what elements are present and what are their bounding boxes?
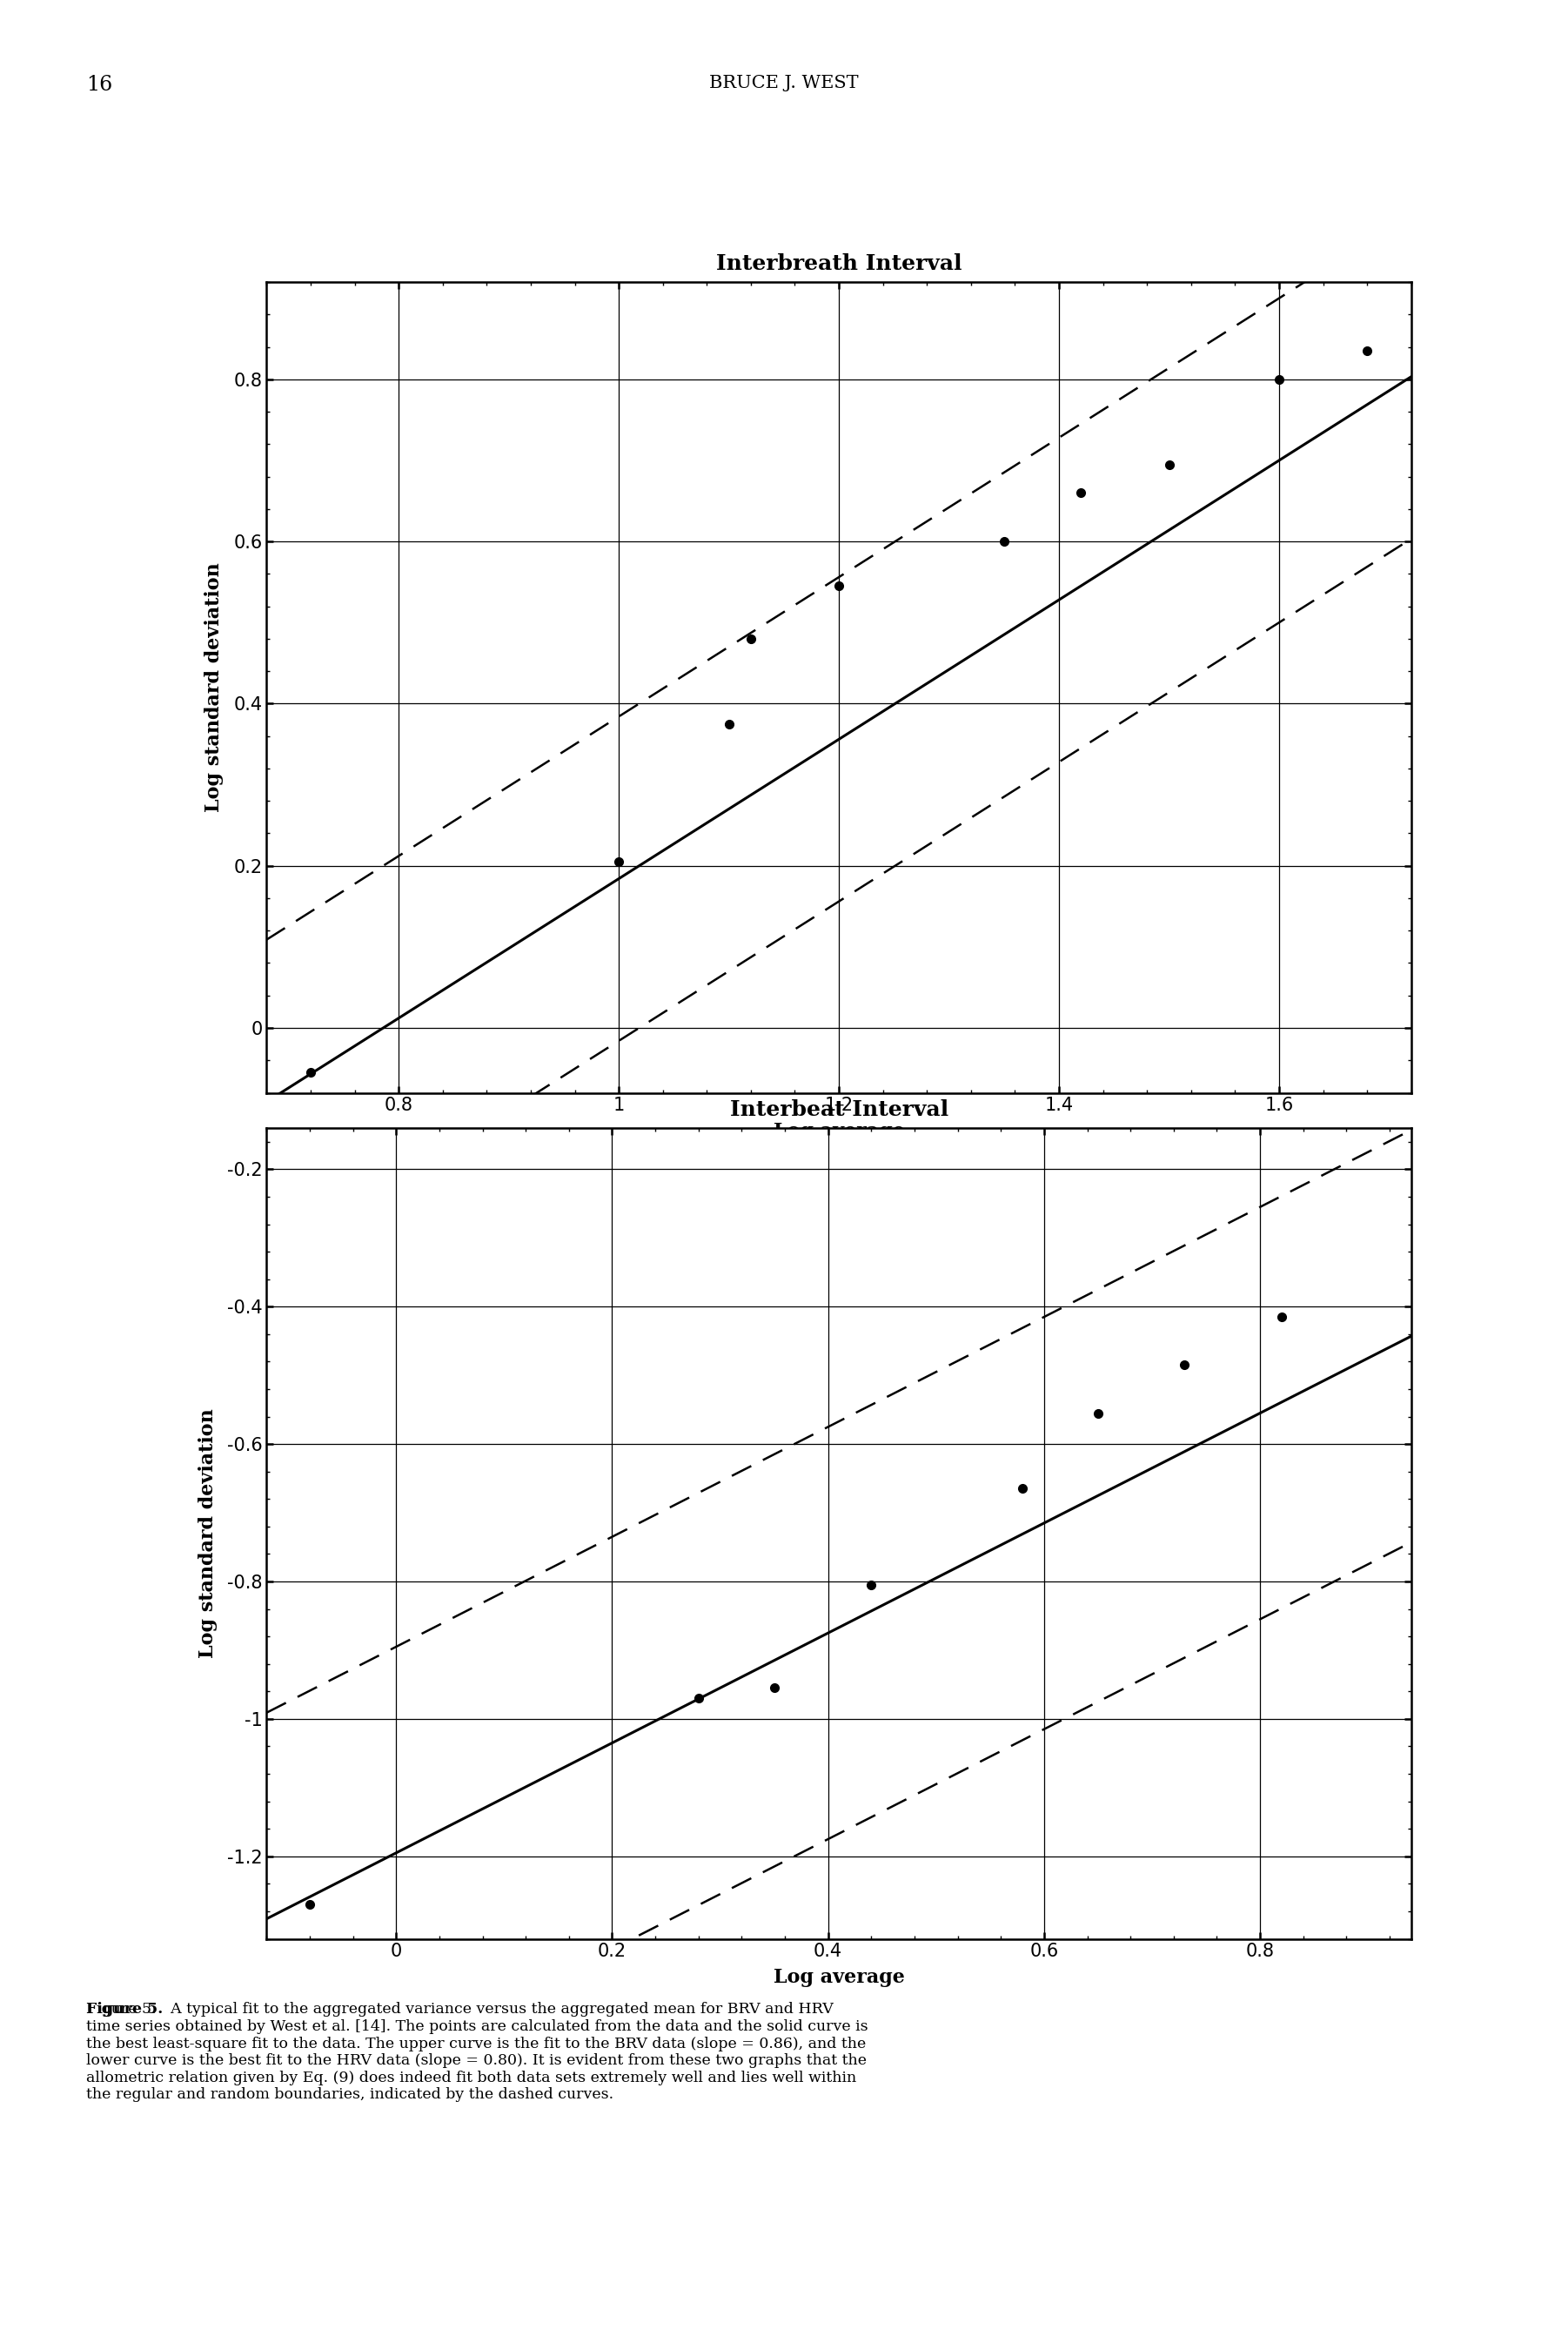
Text: 16: 16 — [86, 75, 113, 96]
Text: BRUCE J. WEST: BRUCE J. WEST — [709, 75, 859, 92]
Y-axis label: Log standard deviation: Log standard deviation — [198, 1408, 218, 1659]
Text: Figure 5.: Figure 5. — [86, 2002, 163, 2016]
X-axis label: Log average: Log average — [773, 1121, 905, 1140]
Y-axis label: Log standard deviation: Log standard deviation — [204, 562, 224, 813]
Title: Interbeat Interval: Interbeat Interval — [729, 1100, 949, 1121]
Text: Figure 5.   A typical fit to the aggregated variance versus the aggregated mean : Figure 5. A typical fit to the aggregate… — [86, 2002, 869, 2103]
X-axis label: Log average: Log average — [773, 1967, 905, 1986]
Title: Interbreath Interval: Interbreath Interval — [717, 254, 961, 275]
